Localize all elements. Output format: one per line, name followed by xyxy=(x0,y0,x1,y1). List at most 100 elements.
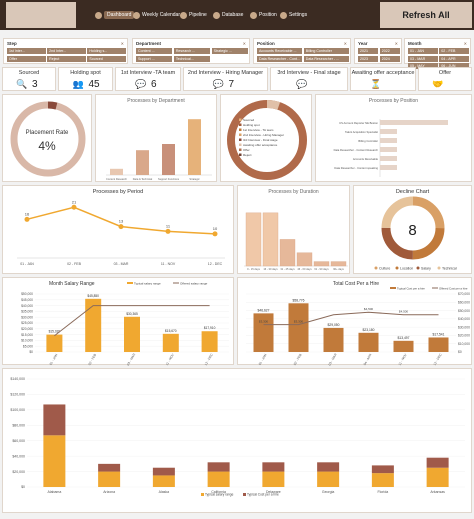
salary-ytick: $50,000 xyxy=(21,292,33,296)
month-salary-range-panel: Month Salary Range Typical salary range Of… xyxy=(2,277,234,366)
state-legend-label: Typical salary range xyxy=(205,493,234,497)
cost-ytick: $30,000 xyxy=(458,325,470,329)
dashboard-icon xyxy=(95,11,102,19)
period-point xyxy=(165,228,171,234)
slicer-item[interactable]: Sourced xyxy=(87,55,126,62)
salary-data-label: $15,020 xyxy=(49,330,61,334)
period-category-label: 03 - MAR xyxy=(114,262,129,266)
slicer-clear-filter-icon[interactable]: ✕ xyxy=(394,41,398,46)
nav-item-dashboard[interactable]: Dashboard xyxy=(95,9,135,21)
slicer-item[interactable]: Offer xyxy=(7,55,46,62)
slicer-item[interactable]: Data Researcher - Cont... xyxy=(257,55,303,62)
nav-item-position[interactable]: Position xyxy=(250,9,277,21)
period-category-label: 02 - FEB xyxy=(67,262,81,266)
slicer-item[interactable]: 05 - MAY xyxy=(408,63,438,69)
period-data-label: 16 xyxy=(25,211,30,216)
period-point xyxy=(24,216,30,222)
slicer-item[interactable]: Content ... xyxy=(136,48,173,54)
salary-category-label: 11 - NOV xyxy=(165,352,175,366)
period-category-label: 11 - NOV xyxy=(161,262,176,266)
cost-data-label: $13,497 xyxy=(398,336,410,340)
stages-legend-swatch xyxy=(239,128,242,131)
nav-item-database[interactable]: Database xyxy=(213,9,243,21)
slicer-item[interactable]: 2022 xyxy=(379,48,400,54)
salary-title: Month Salary Range xyxy=(49,281,95,287)
nav-item-pipeline[interactable]: Pipeline xyxy=(180,9,207,21)
kpi-value: 3 xyxy=(32,79,38,90)
slicer-title: Step xyxy=(7,41,17,46)
salary-data-label: $15,670 xyxy=(165,329,177,333)
slicer-item[interactable]: 2023 xyxy=(358,55,379,62)
salary-category-label: 03 - MAR xyxy=(126,352,137,366)
slicer-item[interactable]: Strategic ... xyxy=(211,48,248,54)
slicer-item[interactable]: Technical... xyxy=(173,55,211,62)
salary-legend-swatch xyxy=(127,282,133,284)
slicer-item[interactable]: 04 - APR xyxy=(439,55,469,62)
processes-by-duration-title: Processes by Duration xyxy=(268,189,319,195)
state-legend-swatch xyxy=(201,493,204,496)
cost-legend-label: Typical Cost per a hire xyxy=(397,287,425,291)
slicer-item[interactable]: Data Researcher - ... xyxy=(303,55,349,62)
slicer-item[interactable]: 2024 xyxy=(379,55,400,62)
salary-bar xyxy=(85,298,102,352)
slicer-item[interactable]: Accounts Receivable ... xyxy=(257,48,303,54)
nav-item-label: Weekly Calendar xyxy=(142,12,180,18)
position-label: Billing Controller xyxy=(358,139,378,143)
cost-bar xyxy=(393,340,414,352)
slicer-item[interactable]: 06 - JUN xyxy=(439,63,469,69)
cost-offered-line xyxy=(263,311,439,326)
slicer-item[interactable]: 02 - FEB xyxy=(439,48,469,54)
slicer-item[interactable]: 1st Inter... xyxy=(7,48,46,54)
slicer-clear-filter-icon[interactable]: ✕ xyxy=(120,41,124,46)
slicer-clear-filter-icon[interactable]: ✕ xyxy=(343,41,347,46)
refresh-all-button[interactable]: Refresh All xyxy=(380,2,472,28)
slicer-item[interactable]: 01 - JAN xyxy=(408,48,438,54)
state-category-label: Georgia xyxy=(322,490,335,494)
slicer-item[interactable]: 2nd Inter... xyxy=(47,48,86,54)
database-icon xyxy=(213,11,220,19)
decline-chart-title: Decline Chart xyxy=(395,189,430,195)
kpi-card: Holding spot 👥 45 xyxy=(58,67,113,91)
kpi-card: Offer 🤝 xyxy=(418,67,472,91)
slicer-item[interactable]: Reject xyxy=(47,55,86,62)
slicer-clear-filter-icon[interactable]: ✕ xyxy=(242,41,246,46)
nav-item-settings[interactable]: Settings xyxy=(280,9,307,21)
cost-category-label: 11 - NOV xyxy=(398,352,408,366)
slicer-clear-filter-icon[interactable]: ✕ xyxy=(463,41,467,46)
processes-by-position-title: Processes by Position xyxy=(368,98,419,104)
nav-item-label: Position xyxy=(259,12,277,18)
state-cost-bar xyxy=(207,462,230,472)
calendar-icon xyxy=(133,11,140,19)
slicer-year: Year ✕ 2021 2022 2023 2024 xyxy=(354,38,402,64)
logo xyxy=(6,2,76,28)
slicer-item[interactable]: Support ... xyxy=(136,55,173,62)
salary-ytick: $45,000 xyxy=(21,298,33,302)
period-category-label: 12 - DEC xyxy=(208,262,223,266)
salary-ytick: $20,000 xyxy=(21,327,33,331)
slicer-item[interactable]: 03 - MAR xyxy=(408,55,438,62)
duration-bar xyxy=(330,261,347,267)
slicer-item[interactable]: Billing Controller xyxy=(303,48,349,54)
salary-category-label: 02 - FEB xyxy=(87,353,97,366)
nav-item-weekly-calendar[interactable]: Weekly Calendar xyxy=(133,9,180,21)
salary-category-label: 01 - JAN xyxy=(49,353,59,366)
state-salary-bar xyxy=(371,473,394,487)
salary-bar xyxy=(162,333,179,352)
period-category-label: 01 - JAN xyxy=(20,262,34,266)
state-ytick: $120,000 xyxy=(10,393,25,397)
cost-data-label: $58,776 xyxy=(293,298,305,302)
slicer-item[interactable]: Holding s... xyxy=(87,48,126,54)
cost-data-label: $17,541 xyxy=(433,332,445,336)
cost-ytick: $40,000 xyxy=(458,317,470,321)
position-bar xyxy=(380,147,397,152)
dept-bar xyxy=(110,168,123,175)
state-category-label: Florida xyxy=(378,490,389,494)
position-bar xyxy=(380,156,397,161)
slicer-item[interactable]: 2021 xyxy=(358,48,379,54)
slicer-item[interactable]: Research ... xyxy=(173,48,211,54)
cost-category-label: 01 - JAN xyxy=(258,353,268,366)
duration-bar xyxy=(262,212,279,267)
kpi-value: 7 xyxy=(228,79,235,90)
dept-category-label: Content Research xyxy=(106,177,127,181)
top-navigation-bar: Dashboard Weekly Calendar Pipeline Database… xyxy=(0,0,474,30)
